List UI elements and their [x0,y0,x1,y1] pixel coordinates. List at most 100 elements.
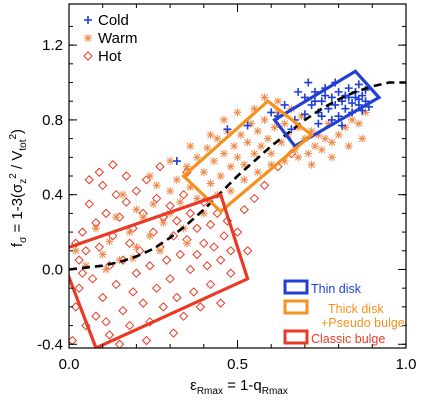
data-point-hot [94,242,105,252]
data-point-cold [334,112,343,121]
data-point-cold [223,125,232,134]
data-point-warm [297,112,306,121]
data-point-cold [243,121,252,130]
data-point-warm [260,115,269,124]
data-point-hot [178,311,189,321]
legend-label-hot: Hot [98,48,122,65]
box-legend-swatch [283,299,309,315]
data-point-warm [226,186,235,195]
data-point-warm [257,142,266,151]
data-point-cold [267,108,276,117]
legend-marker-warm [84,34,92,42]
data-point-warm [186,183,195,192]
data-point-warm [324,119,333,128]
data-point-warm [321,134,330,143]
data-point-hot [192,223,202,234]
data-point-hot [118,305,128,316]
data-point-warm [280,119,289,128]
data-point-warm [216,172,225,180]
data-point-warm [334,130,343,139]
data-point-cold [344,84,353,93]
data-point-warm [243,138,252,147]
data-point-warm [348,115,357,124]
data-point-cold [314,119,323,128]
data-point-hot [138,298,148,308]
data-point-hot [94,167,105,177]
data-point-hot [239,204,249,215]
data-point-hot [168,328,179,338]
x-axis-label: εRmax = 1-qRmax [190,377,288,397]
data-point-warm [193,153,202,162]
data-point-cold [344,93,353,102]
data-point-warm [220,115,229,124]
data-point-cold [304,78,313,87]
data-point-warm [159,218,168,227]
data-point-hot [242,246,253,256]
y-axis-label: fσ = 1-3(σz2 / Vtot2) [8,129,29,247]
x-tick-label: 0.0 [59,356,80,373]
data-point-warm [314,130,323,139]
data-point-warm [98,250,107,259]
data-point-warm [71,246,80,255]
x-tick-label: 0.5 [227,356,248,373]
data-point-hot [101,317,111,327]
data-point-cold [317,112,326,121]
data-point-hot [111,279,121,290]
data-point-cold [348,99,357,108]
data-point-hot [232,227,243,237]
data-point-warm [199,209,208,218]
data-point-hot [108,160,118,170]
data-point-hot [87,274,98,284]
data-point-warm [240,175,249,184]
data-point-hot [165,274,175,284]
box-legend-label: Thin disk [311,282,362,296]
data-point-hot [74,283,84,293]
data-point-hot [131,268,142,278]
data-point-cold [341,104,350,113]
data-point-hot [141,335,152,346]
data-point-hot [104,330,115,340]
data-point-hot [84,175,94,185]
data-point-warm [304,149,313,158]
data-point-warm [317,145,326,154]
box-legend-label: Thick disk [328,302,384,316]
data-point-hot [168,231,179,241]
data-point-cold [172,157,181,166]
box-legend-label: Classic bulge [311,332,385,346]
data-point-hot [128,287,138,297]
data-point-warm [145,231,154,240]
data-point-hot [97,292,108,303]
data-point-warm [311,142,320,151]
data-point-warm [250,104,259,113]
data-point-warm [139,213,148,222]
data-point-hot [77,227,88,237]
data-point-warm [354,119,363,128]
data-point-hot [77,268,88,278]
data-point-hot [141,175,152,185]
data-point-warm [273,97,282,106]
data-point-hot [219,231,229,241]
data-point-warm [344,142,353,151]
data-point-hot [199,238,209,249]
data-point-hot [81,246,91,256]
data-point-cold [294,87,303,96]
data-point-hot [192,249,202,260]
data-point-warm [327,138,336,147]
data-point-cold [331,100,340,109]
data-point-warm [199,168,208,177]
trend-line [69,81,406,271]
data-point-hot [185,208,196,219]
data-point-warm [236,130,245,139]
data-point-cold [300,110,309,119]
data-point-warm [253,168,262,177]
data-point-hot [165,201,175,211]
data-point-warm [149,200,158,209]
data-point-hot [111,189,121,200]
data-point-hot [215,298,226,308]
data-point-warm [155,246,164,255]
data-point-warm [213,134,222,143]
legend-label-cold: Cold [98,12,129,29]
data-point-hot [158,302,169,312]
data-point-hot [114,339,125,348]
